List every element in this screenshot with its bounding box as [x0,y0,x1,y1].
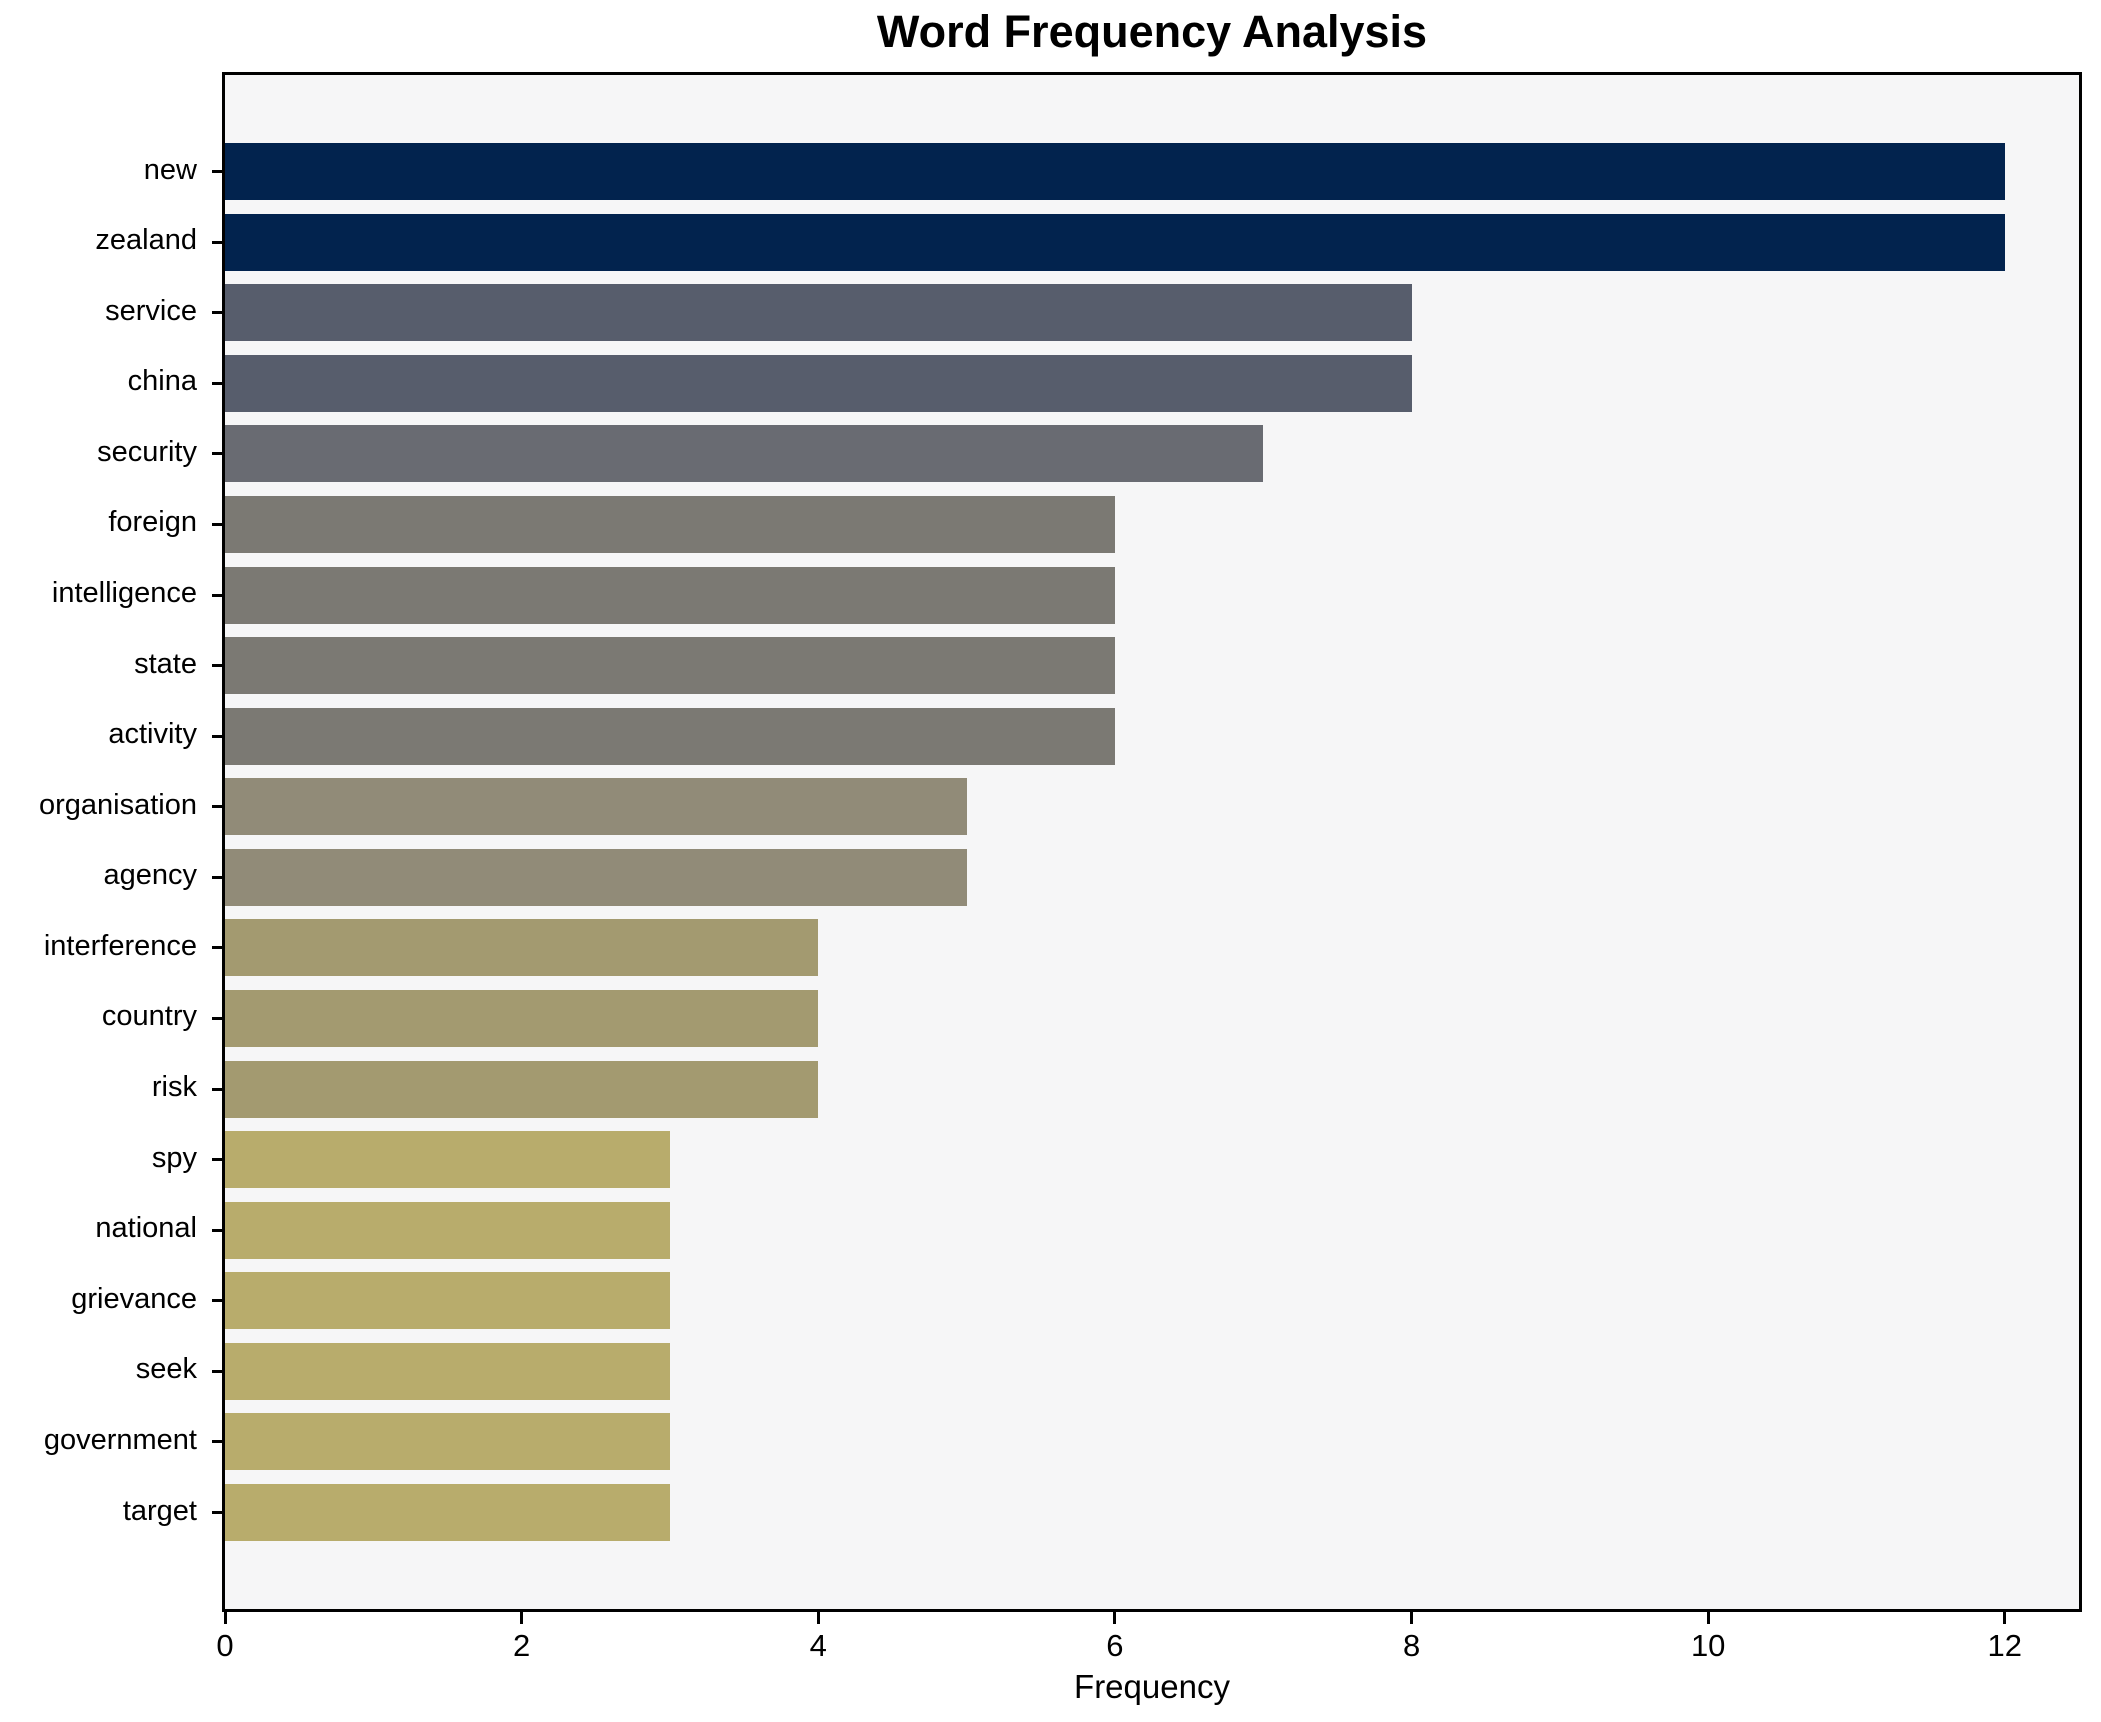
plot-area [222,72,2082,1612]
y-tick-mark [212,311,222,315]
x-tick-mark [1410,1612,1414,1624]
y-tick-mark [212,522,222,526]
y-tick-label-activity: activity [108,718,197,751]
bar-target [225,1484,670,1541]
y-tick-mark [212,1087,222,1091]
x-tick-label-6: 6 [1106,1628,1124,1663]
y-tick-label-target: target [122,1494,197,1527]
y-tick-label-seek: seek [135,1353,197,1386]
x-tick-mark [223,1612,227,1624]
bar-foreign [225,495,1115,553]
x-tick-label-8: 8 [1402,1628,1421,1663]
y-tick-mark [212,805,222,809]
y-tick-label-security: security [97,435,197,468]
y-tick-mark [212,1369,222,1373]
y-tick-label-grievance: grievance [71,1282,197,1315]
bar-spy [225,1131,670,1189]
y-tick-label-country: country [101,1000,197,1033]
y-tick-label-risk: risk [151,1071,197,1103]
y-tick-mark [212,946,222,950]
y-tick-mark [212,1440,222,1444]
y-tick-label-organisation: organisation [39,788,197,821]
y-tick-label-foreign: foreign [108,506,197,539]
bar-government [225,1413,670,1471]
x-tick-label-10: 10 [1690,1628,1726,1663]
y-tick-label-interference: interference [43,929,197,962]
bar-new [225,143,2005,200]
bar-zealand [225,213,2005,271]
y-tick-mark [212,170,222,173]
y-tick-label-zealand: zealand [95,224,197,257]
y-tick-label-new: new [143,153,197,186]
chart-title: Word Frequency Analysis [876,6,1428,57]
y-tick-label-state: state [134,647,197,680]
y-tick-label-china: china [127,365,197,398]
y-tick-mark [212,452,222,456]
bar-interference [225,919,819,977]
y-tick-mark [212,664,222,668]
bar-grievance [225,1272,670,1330]
x-tick-label-4: 4 [809,1628,827,1663]
bar-organisation [225,778,967,836]
y-tick-label-agency: agency [103,859,197,892]
x-axis-label: Frequency [1074,1668,1230,1705]
x-tick-label-12: 12 [1987,1628,2023,1663]
x-tick-mark [816,1612,820,1624]
x-tick-label-2: 2 [512,1628,531,1663]
y-tick-mark [212,240,222,244]
x-tick-mark [2003,1612,2007,1624]
y-tick-label-intelligence: intelligence [51,577,197,609]
y-tick-mark [212,734,222,738]
bar-country [225,989,819,1047]
bar-security [225,425,1264,483]
y-tick-mark [212,1158,222,1162]
y-tick-mark [212,593,222,597]
y-tick-mark [212,1228,222,1232]
y-tick-label-national: national [95,1212,197,1245]
bar-risk [225,1060,819,1118]
y-tick-label-service: service [105,294,197,327]
bar-china [225,354,1412,412]
x-tick-mark [1706,1612,1710,1624]
y-tick-mark [212,1511,222,1514]
bar-state [225,637,1115,695]
bar-seek [225,1342,670,1400]
y-tick-mark [212,875,222,879]
y-tick-label-spy: spy [151,1141,197,1174]
bar-activity [225,707,1115,765]
x-tick-mark [520,1612,524,1624]
bar-intelligence [225,566,1115,624]
x-tick-label-0: 0 [216,1628,234,1663]
x-tick-mark [1113,1612,1117,1624]
bar-agency [225,848,967,906]
y-tick-mark [212,381,222,385]
bar-service [225,284,1412,342]
y-tick-mark [212,1016,222,1020]
bar-national [225,1201,670,1259]
y-tick-mark [212,1299,222,1303]
y-tick-label-government: government [43,1423,197,1456]
